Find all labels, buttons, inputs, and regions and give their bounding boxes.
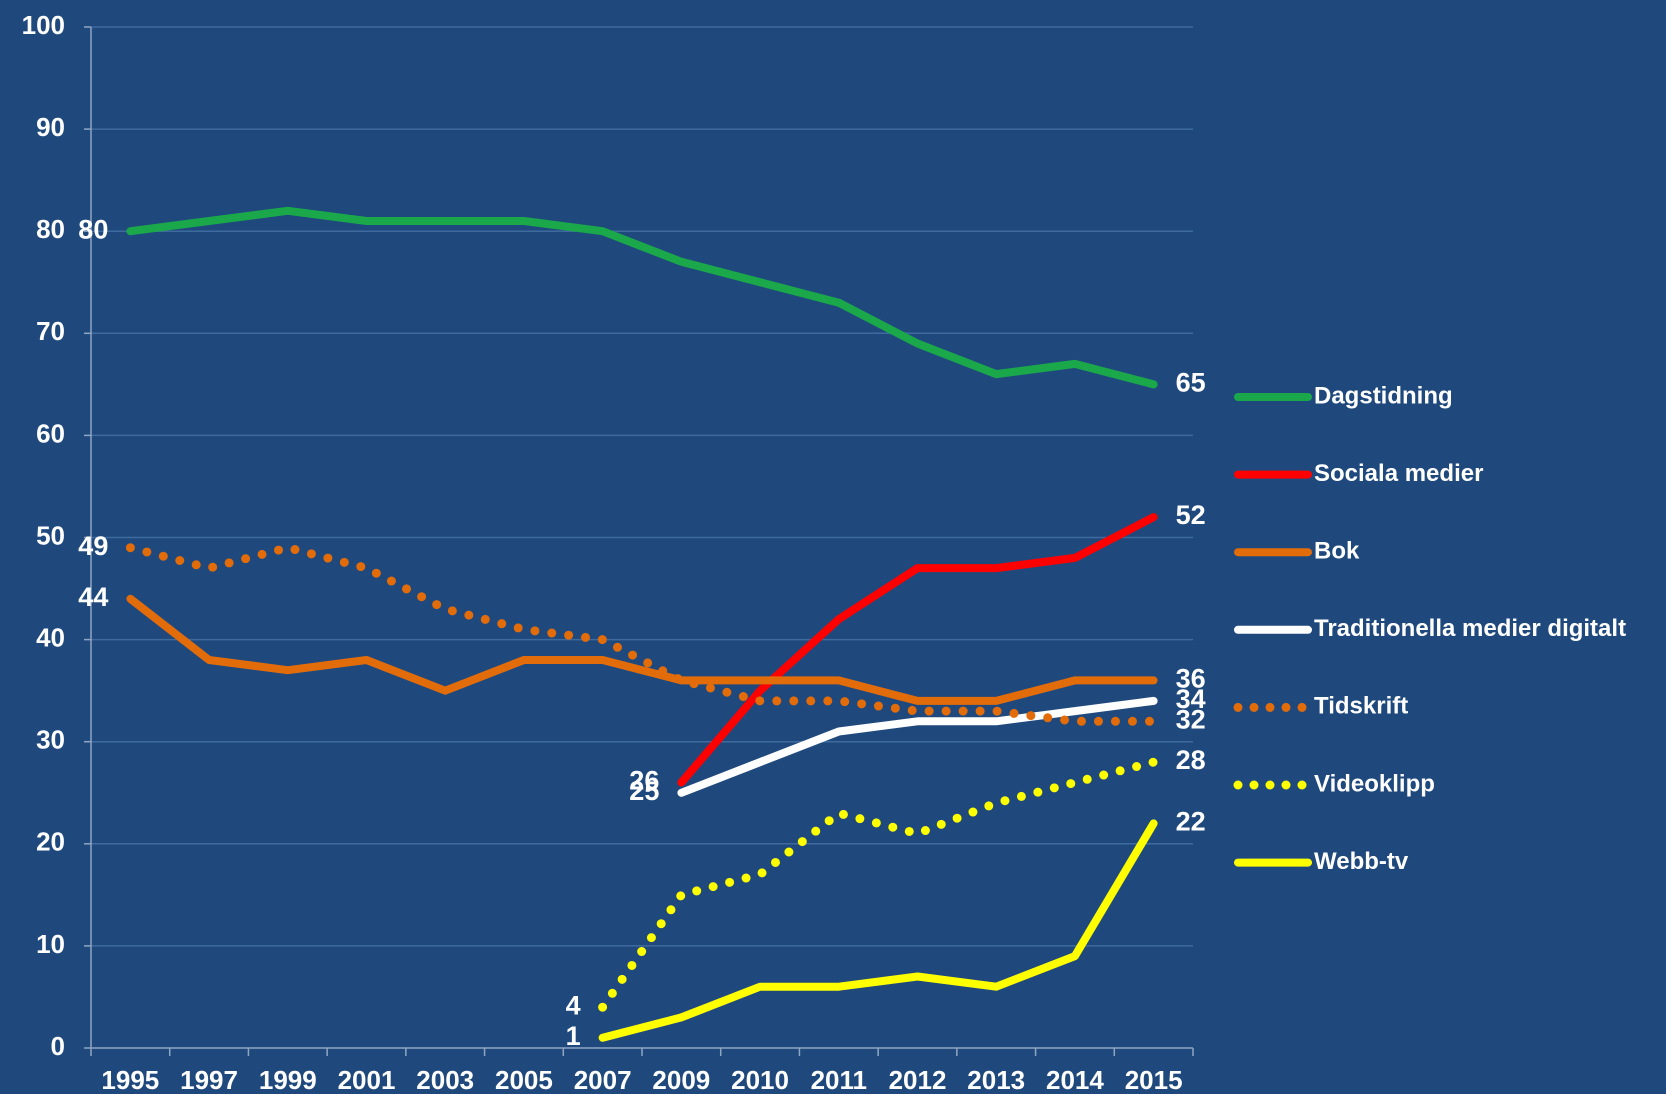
data-label: 34	[1176, 684, 1206, 714]
x-tick-label: 1997	[180, 1065, 238, 1094]
x-tick-label: 2001	[338, 1065, 396, 1094]
x-tick-label: 2010	[731, 1065, 789, 1094]
legend-label: Dagstidning	[1314, 382, 1453, 409]
data-label: 32	[1176, 704, 1206, 734]
data-label: 80	[78, 214, 108, 244]
series-line	[126, 206, 1158, 389]
legend-label: Traditionella medier digitalt	[1314, 615, 1626, 642]
data-label: 44	[78, 582, 108, 612]
legend-label: Webb-tv	[1314, 848, 1409, 875]
y-tick-label: 80	[36, 214, 65, 244]
y-tick-label: 100	[22, 10, 65, 40]
data-label: 4	[566, 990, 581, 1020]
data-label: 52	[1176, 500, 1206, 530]
x-tick-label: 2007	[574, 1065, 632, 1094]
series-line	[598, 757, 1159, 1012]
x-tick-label: 2011	[811, 1065, 867, 1094]
data-label: 1	[566, 1021, 581, 1051]
legend-label: Videoklipp	[1314, 770, 1435, 797]
data-label: 25	[629, 776, 659, 806]
y-tick-label: 0	[51, 1031, 65, 1061]
series-line	[677, 513, 1158, 787]
x-tick-label: 1995	[101, 1065, 159, 1094]
x-tick-label: 2013	[967, 1065, 1025, 1094]
x-tick-label: 2012	[889, 1065, 947, 1094]
series-line	[598, 819, 1158, 1042]
series-line	[126, 594, 1158, 705]
x-tick-label: 2015	[1125, 1065, 1183, 1094]
y-tick-label: 30	[36, 725, 65, 755]
legend-label: Sociala medier	[1314, 460, 1483, 487]
data-label: 65	[1176, 367, 1206, 397]
x-tick-label: 2005	[495, 1065, 553, 1094]
x-tick-label: 2003	[416, 1065, 474, 1094]
legend-label: Bok	[1314, 538, 1360, 565]
x-tick-label: 1999	[259, 1065, 317, 1094]
x-tick-label: 2009	[652, 1065, 710, 1094]
legend-label: Tidskrift	[1314, 693, 1408, 720]
data-label: 22	[1176, 807, 1206, 837]
x-tick-label: 2014	[1046, 1065, 1104, 1094]
y-tick-label: 10	[36, 929, 65, 959]
series-line	[125, 543, 1159, 726]
y-tick-label: 50	[36, 520, 65, 550]
y-tick-label: 20	[36, 827, 65, 857]
data-label: 36	[1176, 664, 1206, 694]
y-tick-label: 40	[36, 622, 65, 652]
data-label: 49	[78, 531, 108, 561]
y-tick-label: 70	[36, 316, 65, 346]
data-label: 28	[1176, 745, 1206, 775]
series-line	[677, 696, 1158, 797]
data-label: 26	[629, 766, 659, 796]
y-tick-label: 60	[36, 418, 65, 448]
y-tick-label: 90	[36, 112, 65, 142]
